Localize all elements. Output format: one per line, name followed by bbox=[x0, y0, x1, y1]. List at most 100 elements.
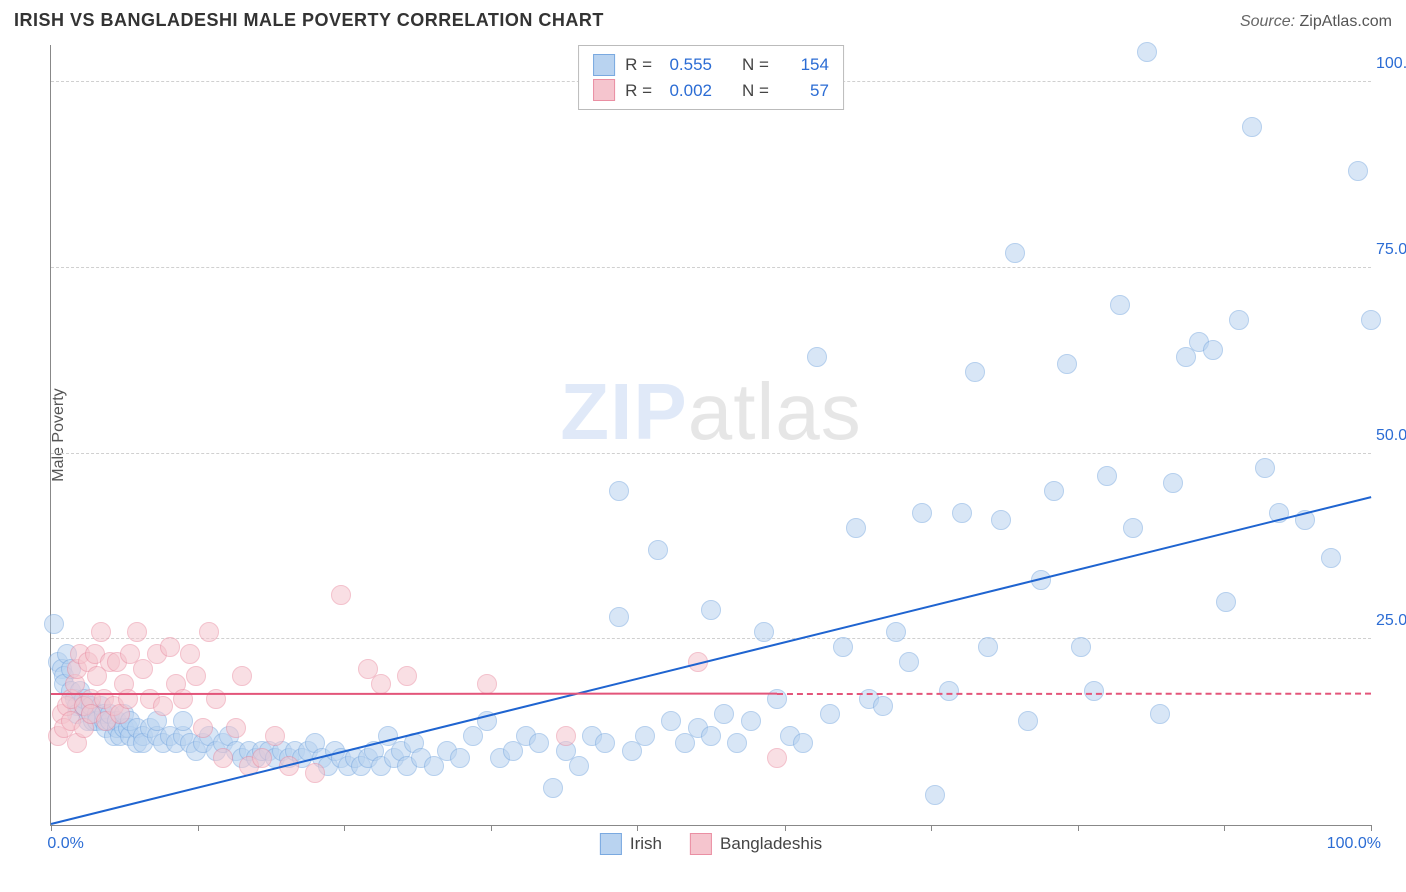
data-point bbox=[206, 689, 226, 709]
data-point bbox=[965, 362, 985, 382]
source-value: ZipAtlas.com bbox=[1300, 13, 1392, 30]
x-tick-mark bbox=[51, 825, 52, 831]
gridline-h bbox=[51, 638, 1371, 639]
data-point bbox=[371, 674, 391, 694]
source-attribution: Source: ZipAtlas.com bbox=[1240, 13, 1392, 31]
data-point bbox=[1005, 243, 1025, 263]
data-point bbox=[160, 637, 180, 657]
data-point bbox=[226, 718, 246, 738]
data-point bbox=[767, 748, 787, 768]
legend-r-value: 0.002 bbox=[662, 78, 712, 104]
data-point bbox=[450, 748, 470, 768]
data-point bbox=[925, 785, 945, 805]
gridline-h bbox=[51, 267, 1371, 268]
data-point bbox=[741, 711, 761, 731]
x-tick-mark bbox=[198, 825, 199, 831]
legend-swatch bbox=[600, 833, 622, 855]
data-point bbox=[1018, 711, 1038, 731]
data-point bbox=[199, 622, 219, 642]
x-tick-mark bbox=[491, 825, 492, 831]
legend-series-label: Bangladeshis bbox=[720, 834, 822, 854]
data-point bbox=[595, 733, 615, 753]
x-tick-mark bbox=[1078, 825, 1079, 831]
legend-n-label: N = bbox=[742, 78, 769, 104]
data-point bbox=[1242, 117, 1262, 137]
data-point bbox=[1361, 310, 1381, 330]
x-tick-mark bbox=[1371, 825, 1372, 831]
watermark-atlas: atlas bbox=[688, 367, 862, 456]
data-point bbox=[714, 704, 734, 724]
data-point bbox=[952, 503, 972, 523]
y-tick-label: 25.0% bbox=[1376, 612, 1406, 630]
data-point bbox=[213, 748, 233, 768]
y-tick-label: 50.0% bbox=[1376, 427, 1406, 445]
data-point bbox=[609, 607, 629, 627]
trend-line bbox=[51, 496, 1371, 825]
data-point bbox=[252, 748, 272, 768]
data-point bbox=[833, 637, 853, 657]
data-point bbox=[820, 704, 840, 724]
data-point bbox=[1321, 548, 1341, 568]
plot-area: Male Poverty ZIPatlas 25.0%50.0%75.0%100… bbox=[50, 45, 1371, 826]
data-point bbox=[635, 726, 655, 746]
data-point bbox=[701, 726, 721, 746]
data-point bbox=[807, 347, 827, 367]
data-point bbox=[1348, 161, 1368, 181]
data-point bbox=[569, 756, 589, 776]
trend-line bbox=[777, 692, 1371, 694]
trend-line bbox=[51, 693, 777, 695]
header: IRISH VS BANGLADESHI MALE POVERTY CORREL… bbox=[14, 10, 1392, 31]
data-point bbox=[91, 622, 111, 642]
data-point bbox=[754, 622, 774, 642]
data-point bbox=[305, 763, 325, 783]
watermark: ZIPatlas bbox=[560, 366, 861, 458]
data-point bbox=[1216, 592, 1236, 612]
data-point bbox=[793, 733, 813, 753]
data-point bbox=[1150, 704, 1170, 724]
data-point bbox=[1057, 354, 1077, 374]
data-point bbox=[1229, 310, 1249, 330]
chart-container: IRISH VS BANGLADESHI MALE POVERTY CORREL… bbox=[0, 0, 1406, 892]
source-label: Source: bbox=[1240, 13, 1295, 30]
legend-swatch bbox=[593, 79, 615, 101]
data-point bbox=[265, 726, 285, 746]
x-tick-mark bbox=[637, 825, 638, 831]
data-point bbox=[193, 718, 213, 738]
data-point bbox=[180, 644, 200, 664]
data-point bbox=[899, 652, 919, 672]
data-point bbox=[991, 510, 1011, 530]
y-tick-label: 75.0% bbox=[1376, 241, 1406, 259]
x-tick-mark bbox=[344, 825, 345, 831]
data-point bbox=[873, 696, 893, 716]
data-point bbox=[529, 733, 549, 753]
data-point bbox=[153, 696, 173, 716]
data-point bbox=[1044, 481, 1064, 501]
data-point bbox=[186, 666, 206, 686]
data-point bbox=[127, 622, 147, 642]
gridline-h bbox=[51, 453, 1371, 454]
data-point bbox=[886, 622, 906, 642]
x-tick-label-max: 100.0% bbox=[1327, 835, 1381, 853]
data-point bbox=[1255, 458, 1275, 478]
x-tick-mark bbox=[785, 825, 786, 831]
legend-series-item: Bangladeshis bbox=[690, 833, 822, 855]
watermark-zip: ZIP bbox=[560, 367, 687, 456]
data-point bbox=[1123, 518, 1143, 538]
legend-stat-row: R =0.002N =57 bbox=[593, 78, 829, 104]
data-point bbox=[44, 614, 64, 634]
legend-r-label: R = bbox=[625, 52, 652, 78]
legend-series-item: Irish bbox=[600, 833, 662, 855]
x-tick-mark bbox=[1224, 825, 1225, 831]
data-point bbox=[978, 637, 998, 657]
data-point bbox=[609, 481, 629, 501]
data-point bbox=[173, 689, 193, 709]
data-point bbox=[939, 681, 959, 701]
data-point bbox=[661, 711, 681, 731]
legend-r-label: R = bbox=[625, 78, 652, 104]
data-point bbox=[1203, 340, 1223, 360]
data-point bbox=[1071, 637, 1091, 657]
x-tick-label-min: 0.0% bbox=[47, 835, 83, 853]
data-point bbox=[1137, 42, 1157, 62]
chart-title: IRISH VS BANGLADESHI MALE POVERTY CORREL… bbox=[14, 10, 604, 31]
legend-swatch bbox=[690, 833, 712, 855]
